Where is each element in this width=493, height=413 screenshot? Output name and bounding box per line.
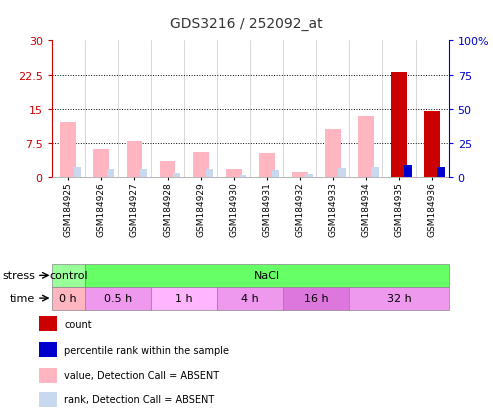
Bar: [305, 175, 313, 178]
Text: time: time: [10, 293, 35, 304]
Bar: [404, 165, 412, 178]
Bar: [173, 174, 180, 178]
Bar: [73, 168, 81, 178]
Bar: [206, 170, 213, 178]
Bar: [350, 287, 449, 310]
Text: stress: stress: [2, 271, 35, 281]
Bar: [127, 142, 142, 178]
Bar: [52, 287, 85, 310]
Text: 0.5 h: 0.5 h: [104, 293, 132, 304]
Text: count: count: [64, 319, 92, 329]
Bar: [371, 168, 379, 178]
Bar: [193, 153, 209, 178]
Bar: [39, 342, 57, 357]
Text: rank, Detection Call = ABSENT: rank, Detection Call = ABSENT: [64, 394, 214, 404]
Bar: [85, 287, 151, 310]
Text: 16 h: 16 h: [304, 293, 329, 304]
Text: 32 h: 32 h: [387, 293, 411, 304]
Bar: [39, 316, 57, 332]
Bar: [292, 172, 308, 178]
Bar: [424, 112, 440, 178]
Bar: [437, 167, 445, 178]
Bar: [160, 162, 176, 178]
Bar: [239, 176, 246, 178]
Bar: [358, 116, 374, 178]
Text: value, Detection Call = ABSENT: value, Detection Call = ABSENT: [64, 370, 219, 380]
Bar: [338, 169, 346, 178]
Bar: [52, 264, 85, 287]
Bar: [140, 170, 147, 178]
Bar: [325, 130, 341, 178]
Bar: [272, 170, 280, 178]
Bar: [39, 392, 57, 407]
Bar: [94, 150, 109, 178]
Bar: [283, 287, 350, 310]
Bar: [217, 287, 283, 310]
Text: 4 h: 4 h: [241, 293, 259, 304]
Text: 0 h: 0 h: [60, 293, 77, 304]
Bar: [60, 123, 76, 178]
Text: percentile rank within the sample: percentile rank within the sample: [64, 345, 229, 355]
Bar: [259, 154, 275, 178]
Bar: [39, 368, 57, 383]
Bar: [151, 287, 217, 310]
Bar: [391, 73, 407, 178]
Bar: [106, 170, 114, 178]
Text: 1 h: 1 h: [175, 293, 193, 304]
Text: NaCl: NaCl: [254, 271, 280, 281]
Bar: [226, 169, 242, 178]
Text: control: control: [49, 271, 88, 281]
Text: GDS3216 / 252092_at: GDS3216 / 252092_at: [170, 17, 323, 31]
